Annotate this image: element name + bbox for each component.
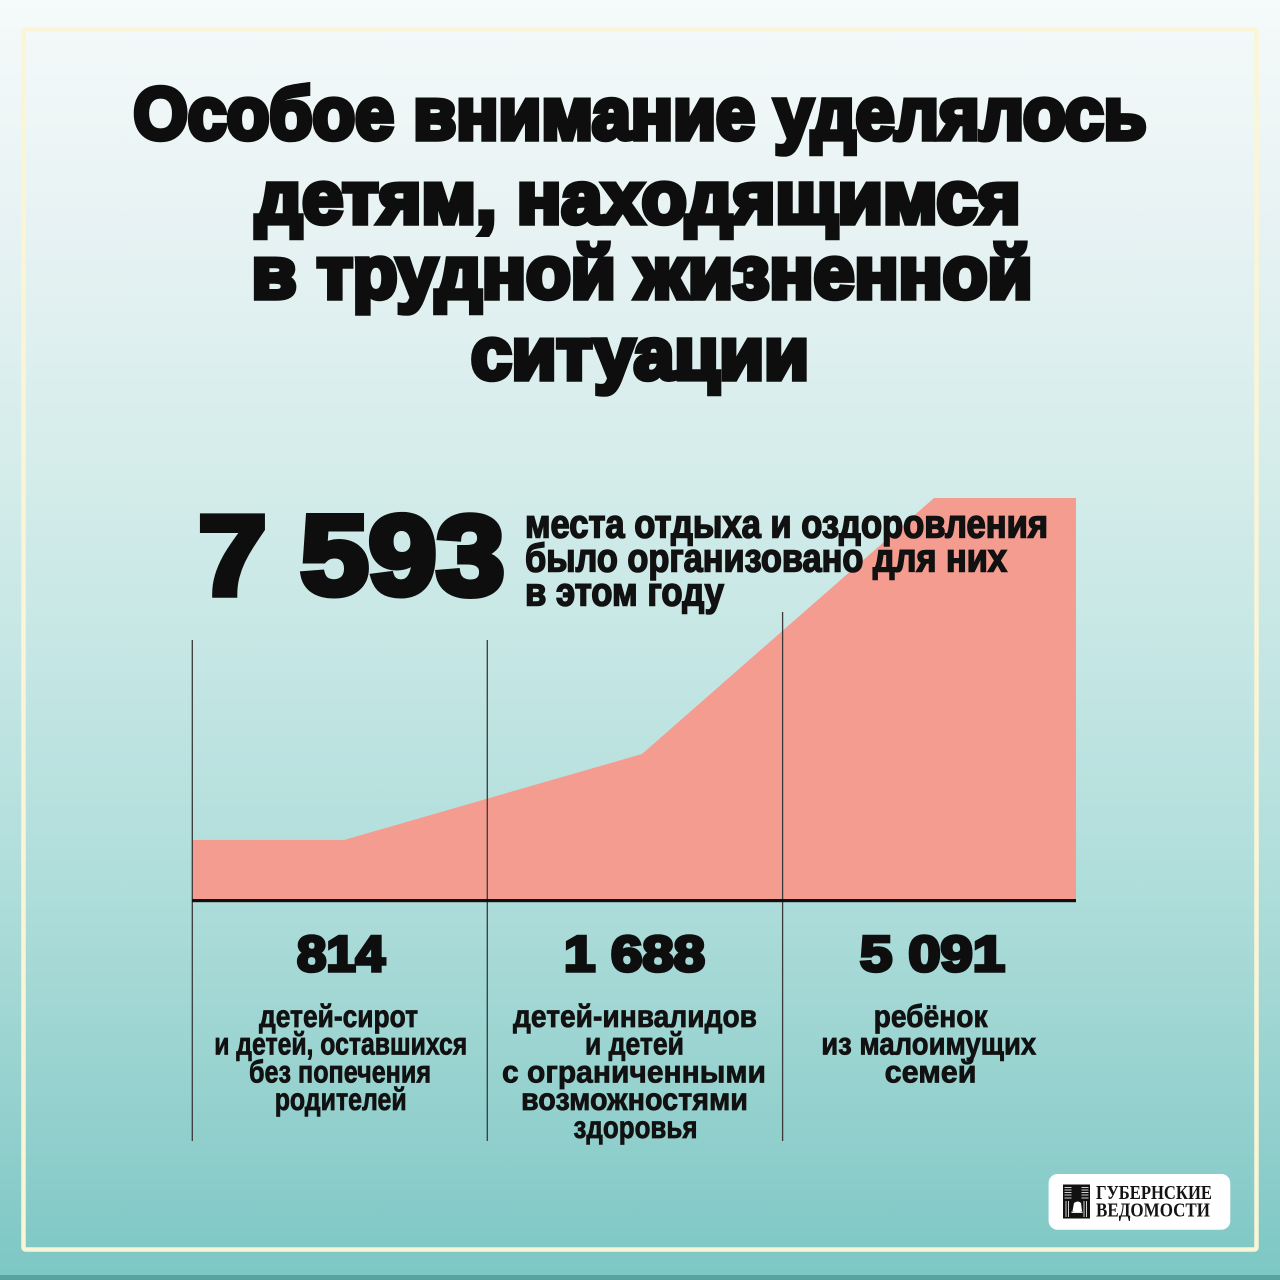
svg-text:здоровья: здоровья [574,1109,698,1145]
svg-text:возможностями: возможностями [521,1081,748,1117]
svg-text:детям, находящимся: детям, находящимся [256,158,1021,239]
svg-text:детей-сирот: детей-сирот [259,998,418,1034]
svg-text:семей: семей [885,1053,977,1089]
svg-text:в этом году: в этом году [525,571,724,615]
svg-text:814: 814 [297,925,385,982]
svg-text:и детей, оставшихся: и детей, оставшихся [214,1026,467,1062]
svg-text:1 688: 1 688 [564,925,705,982]
svg-text:ГУБЕРНСКИЕ: ГУБЕРНСКИЕ [1096,1182,1212,1204]
svg-text:Особое внимание уделялось: Особое внимание уделялось [134,74,1147,155]
svg-text:ситуации: ситуации [471,314,809,395]
svg-text:ребёнок: ребёнок [874,998,988,1034]
svg-text:было организовано для них: было организовано для них [525,537,1007,581]
svg-text:детей-инвалидов: детей-инвалидов [513,998,757,1034]
svg-text:7 593: 7 593 [199,493,505,618]
svg-text:места отдыха и оздоровления: места отдыха и оздоровления [525,503,1048,547]
svg-text:с ограниченными: с ограниченными [502,1053,766,1089]
svg-text:и детей: и детей [585,1026,684,1062]
svg-text:без попечения: без попечения [249,1053,431,1089]
svg-text:ВЕДОМОСТИ: ВЕДОМОСТИ [1096,1199,1210,1221]
svg-text:из малоимущих: из малоимущих [821,1026,1036,1062]
svg-text:родителей: родителей [275,1081,407,1117]
svg-text:5 091: 5 091 [860,925,1005,982]
svg-text:в трудной жизненной: в трудной жизненной [252,233,1033,314]
